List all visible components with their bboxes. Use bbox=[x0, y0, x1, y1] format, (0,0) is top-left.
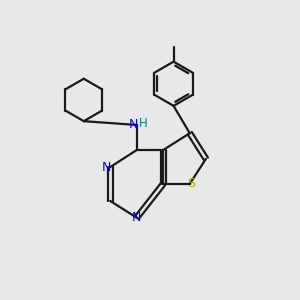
Text: N: N bbox=[132, 211, 141, 224]
Text: N: N bbox=[128, 118, 138, 131]
Text: H: H bbox=[139, 117, 148, 130]
Text: N: N bbox=[102, 160, 111, 174]
Text: S: S bbox=[187, 177, 195, 190]
